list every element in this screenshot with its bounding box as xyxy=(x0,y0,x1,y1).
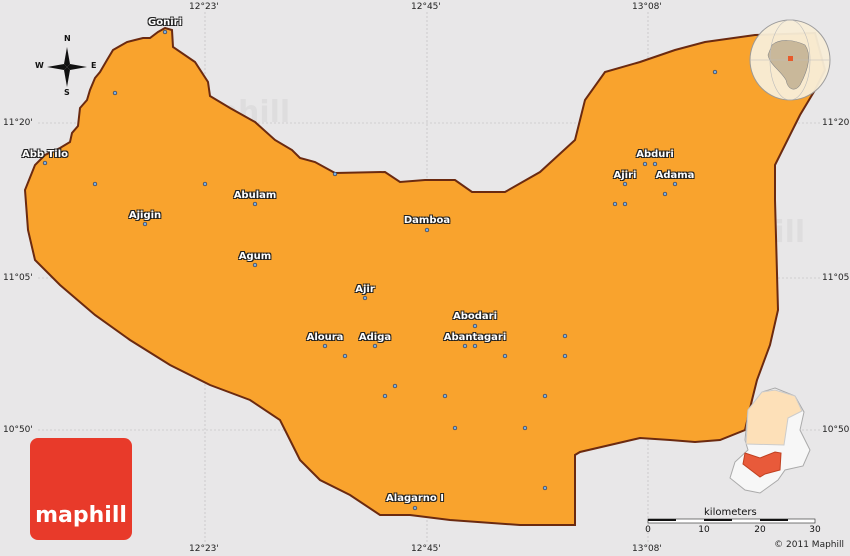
lon-label-top: 13°08' xyxy=(632,2,662,12)
settlement-dot[interactable] xyxy=(672,181,678,187)
lon-label-top: 12°45' xyxy=(411,2,441,12)
scale-unit: kilometers xyxy=(704,507,757,518)
settlement-dot[interactable] xyxy=(712,69,718,75)
scale-tick: 0 xyxy=(645,525,651,535)
settlement-dot[interactable] xyxy=(562,353,568,359)
lat-label-left: 11°20' xyxy=(3,118,33,128)
compass-e: E xyxy=(91,61,97,70)
city-label[interactable]: Ajir xyxy=(355,284,375,295)
settlement-dot[interactable] xyxy=(42,160,48,166)
settlement-dot[interactable] xyxy=(452,425,458,431)
lat-label-right: 11°05' xyxy=(822,273,850,283)
scale-tick: 20 xyxy=(754,525,766,535)
settlement-dot[interactable] xyxy=(662,191,668,197)
settlement-dot[interactable] xyxy=(392,383,398,389)
scale-tick: 10 xyxy=(698,525,710,535)
city-label[interactable]: Goniri xyxy=(148,17,182,28)
settlement-dot[interactable] xyxy=(142,221,148,227)
maphill-logo[interactable]: maphill xyxy=(30,438,132,540)
compass-w: W xyxy=(35,61,44,70)
settlement-dot[interactable] xyxy=(112,90,118,96)
city-label[interactable]: Alagarno I xyxy=(386,493,444,504)
city-label[interactable]: Ajiri xyxy=(613,170,637,181)
settlement-dot[interactable] xyxy=(342,353,348,359)
scale-tick: 30 xyxy=(809,525,821,535)
compass-icon xyxy=(47,47,87,87)
settlement-dot[interactable] xyxy=(412,505,418,511)
settlement-dot[interactable] xyxy=(92,181,98,187)
city-label[interactable]: Agum xyxy=(238,251,272,262)
settlement-dot[interactable] xyxy=(322,343,328,349)
settlement-dot[interactable] xyxy=(502,353,508,359)
logo-text: maphill xyxy=(35,503,127,528)
city-label[interactable]: Abantagari xyxy=(443,332,507,343)
city-label[interactable]: Ajigin xyxy=(128,210,162,221)
lat-label-left: 10°50' xyxy=(3,425,33,435)
settlement-dot[interactable] xyxy=(542,393,548,399)
city-label[interactable]: Abodari xyxy=(452,311,498,322)
lat-label-right: 11°20' xyxy=(822,118,850,128)
settlement-dot[interactable] xyxy=(562,333,568,339)
lon-label-bottom: 13°08' xyxy=(632,544,662,554)
city-label[interactable]: Abulam xyxy=(233,190,277,201)
settlement-dot[interactable] xyxy=(332,171,338,177)
settlement-dot[interactable] xyxy=(252,201,258,207)
lon-label-bottom: 12°45' xyxy=(411,544,441,554)
compass-s: S xyxy=(64,88,70,97)
locator-inset xyxy=(729,387,811,494)
settlement-dot[interactable] xyxy=(522,425,528,431)
lon-label-bottom: 12°23' xyxy=(189,544,219,554)
lon-label-top: 12°23' xyxy=(189,2,219,12)
lat-label-right: 10°50' xyxy=(822,425,850,435)
settlement-dot[interactable] xyxy=(382,393,388,399)
settlement-dot[interactable] xyxy=(652,161,658,167)
settlement-dot[interactable] xyxy=(424,227,430,233)
settlement-dot[interactable] xyxy=(642,161,648,167)
city-label[interactable]: Damboa xyxy=(403,215,451,226)
settlement-dot[interactable] xyxy=(442,393,448,399)
settlement-dot[interactable] xyxy=(252,262,258,268)
settlement-dots xyxy=(42,29,718,511)
compass-n: N xyxy=(64,34,71,43)
settlement-dot[interactable] xyxy=(462,343,468,349)
lat-label-left: 11°05' xyxy=(3,273,33,283)
settlement-dot[interactable] xyxy=(472,343,478,349)
scale-bar xyxy=(647,518,816,524)
settlement-dot[interactable] xyxy=(372,343,378,349)
settlement-dot[interactable] xyxy=(612,201,618,207)
settlement-dot[interactable] xyxy=(622,201,628,207)
city-label[interactable]: Abb Tilo xyxy=(21,149,69,160)
settlement-dot[interactable] xyxy=(472,323,478,329)
settlement-dot[interactable] xyxy=(362,295,368,301)
city-label[interactable]: Abduri xyxy=(636,149,674,160)
copyright: © 2011 Maphill xyxy=(774,540,844,550)
settlement-dot[interactable] xyxy=(162,29,168,35)
city-label[interactable]: Adiga xyxy=(358,332,392,343)
settlement-dot[interactable] xyxy=(622,181,628,187)
settlement-dot[interactable] xyxy=(542,485,548,491)
city-label[interactable]: Adama xyxy=(655,170,695,181)
settlement-dot[interactable] xyxy=(202,181,208,187)
globe-icon xyxy=(749,19,831,101)
region-polygon xyxy=(23,26,827,526)
city-label[interactable]: Aloura xyxy=(306,332,344,343)
